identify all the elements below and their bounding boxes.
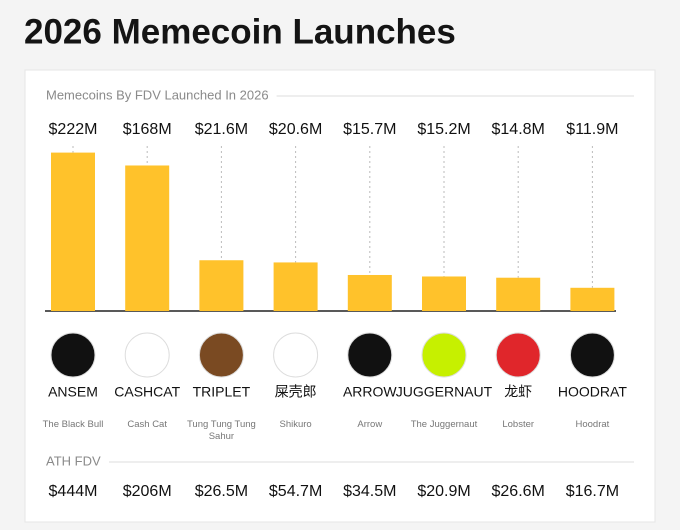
full-name: Arrow [357, 419, 383, 430]
full-name: The Black Bull [42, 419, 104, 430]
chart-subtitle: Memecoins By FDV Launched In 2026 [46, 87, 269, 102]
chart-title: 2026 Memecoin Launches [24, 12, 456, 51]
value-label: $21.6M [195, 121, 248, 138]
card [24, 69, 656, 523]
ticker: 龙虾 [504, 384, 532, 400]
ath-value-label: $444M [49, 483, 98, 500]
full-name: Hoodrat [575, 419, 610, 430]
full-name: Shikuro [279, 419, 312, 430]
ath-title: ATH FDV [46, 453, 101, 468]
value-label: $15.7M [343, 121, 396, 138]
coin-icon [421, 332, 467, 378]
value-label: $11.9M [566, 121, 618, 138]
bar [422, 276, 466, 311]
full-name: Tung Tung Tung Sahur [186, 419, 256, 442]
bar [570, 287, 615, 311]
coin-icon [124, 332, 170, 378]
full-name: The Juggernaut [410, 419, 478, 430]
bar [273, 262, 318, 311]
ath-value-label: $54.7M [269, 483, 322, 500]
ath-value-label: $16.7M [566, 483, 619, 500]
coin-icon [347, 332, 393, 378]
coin-icon [198, 332, 244, 378]
full-name: Lobster [502, 419, 535, 430]
ticker: HOODRAT [558, 384, 627, 400]
ath-value-label: $206M [123, 483, 172, 500]
bar [199, 260, 244, 311]
bar [347, 274, 392, 311]
bar [496, 277, 541, 311]
ticker: TRIPLET [193, 384, 251, 400]
ath-value-label: $20.9M [417, 483, 470, 500]
full-name: Cash Cat [127, 419, 167, 430]
ticker: ARROW [343, 384, 397, 400]
ticker: CASHCAT [114, 384, 180, 400]
coin-icon [495, 332, 541, 378]
value-label: $15.2M [417, 121, 470, 138]
bar [51, 152, 95, 311]
ticker: ANSEM [48, 384, 98, 400]
coin-icon [273, 332, 319, 378]
ath-value-label: $26.5M [195, 483, 248, 500]
value-label: $14.8M [492, 121, 545, 138]
value-label: $168M [123, 121, 172, 138]
value-label: $20.6M [269, 121, 322, 138]
ath-value-label: $26.6M [492, 483, 545, 500]
bar [125, 165, 170, 311]
coin-icon [569, 332, 615, 378]
ticker: 屎壳郎 [275, 384, 317, 400]
ticker: JUGGERNAUT [396, 384, 493, 400]
value-label: $222M [49, 121, 98, 138]
ath-value-label: $34.5M [343, 483, 396, 500]
coin-icon [50, 332, 96, 378]
